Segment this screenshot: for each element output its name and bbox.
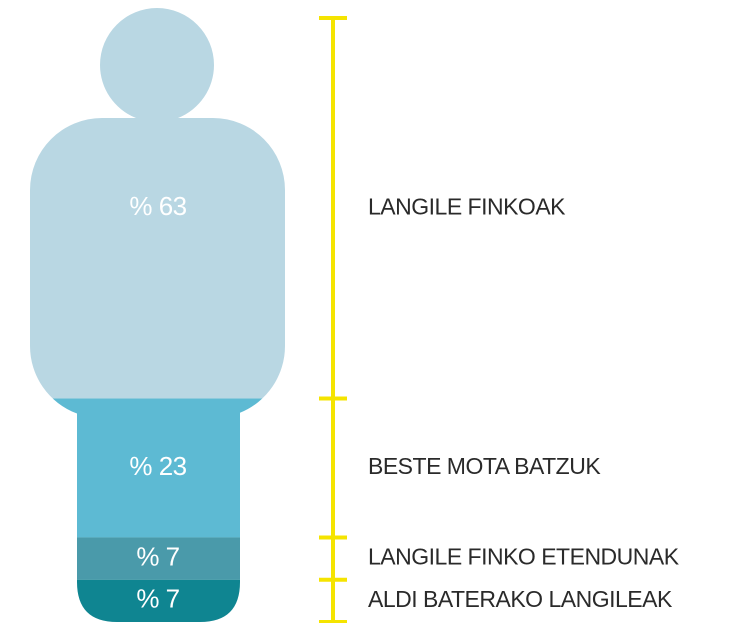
value-label: % 23 — [129, 451, 186, 481]
value-label: % 7 — [136, 541, 179, 571]
category-label: ALDI BATERAKO LANGILEAK — [368, 586, 673, 612]
value-label: % 63 — [129, 191, 186, 221]
category-label: BESTE MOTA BATZUK — [368, 453, 601, 479]
value-label: % 7 — [136, 584, 179, 614]
category-label: LANGILE FINKO ETENDUNAK — [368, 544, 680, 570]
figure — [30, 8, 285, 622]
category-label: LANGILE FINKOAK — [368, 193, 566, 219]
